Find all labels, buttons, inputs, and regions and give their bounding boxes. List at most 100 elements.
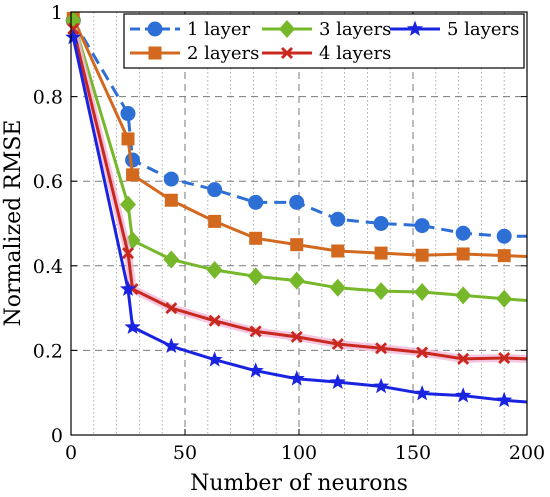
data-point bbox=[414, 218, 430, 234]
axis-ticks: 0 50 100 150 200 0 0.2 0.4 0.6 0.8 1 bbox=[33, 2, 545, 464]
data-point bbox=[249, 231, 263, 245]
x-marker-stroke bbox=[416, 346, 429, 359]
x-marker-stroke bbox=[290, 330, 303, 343]
data-point bbox=[248, 194, 264, 210]
data-point bbox=[124, 318, 141, 335]
legend-item-4-layers: 4 layers bbox=[262, 43, 391, 64]
legend-item-3-layers: 3 layers bbox=[262, 19, 391, 40]
legend-item-1-layer: 1 layer bbox=[130, 19, 250, 40]
legend-marker bbox=[406, 20, 424, 36]
data-point bbox=[164, 193, 178, 207]
data-point bbox=[247, 267, 264, 286]
grid bbox=[71, 12, 527, 435]
data-point bbox=[290, 330, 303, 343]
legend-box bbox=[123, 13, 525, 69]
legend-label: 2 layers bbox=[187, 43, 259, 64]
legend-label: 5 layers bbox=[447, 19, 519, 40]
series-layer bbox=[65, 11, 528, 408]
data-point bbox=[163, 250, 180, 269]
y-tick-label: 1 bbox=[51, 2, 63, 24]
series-5-layers bbox=[65, 28, 528, 408]
data-point bbox=[163, 171, 179, 187]
data-point bbox=[289, 194, 305, 210]
x-marker-stroke bbox=[498, 352, 511, 365]
legend-label: 1 layer bbox=[187, 19, 250, 40]
x-marker-stroke bbox=[457, 352, 470, 365]
x-tick-label: 0 bbox=[65, 442, 77, 464]
data-point bbox=[206, 351, 223, 367]
x-marker-stroke bbox=[165, 302, 178, 315]
data-point bbox=[496, 228, 512, 244]
data-point bbox=[331, 338, 344, 351]
legend-label: 4 layers bbox=[319, 43, 391, 64]
data-point bbox=[456, 247, 470, 261]
data-point bbox=[496, 289, 513, 308]
y-tick-label: 0.4 bbox=[33, 256, 63, 278]
y-tick-label: 0 bbox=[51, 425, 63, 447]
legend-marker bbox=[148, 46, 162, 60]
data-point bbox=[122, 247, 134, 260]
data-point bbox=[120, 106, 136, 122]
data-point bbox=[249, 325, 262, 338]
legend-marker bbox=[281, 47, 293, 59]
data-point bbox=[373, 216, 389, 231]
data-point bbox=[414, 385, 431, 401]
series-2-layers bbox=[66, 11, 528, 263]
data-point bbox=[288, 370, 305, 386]
data-point bbox=[165, 302, 178, 315]
data-point bbox=[119, 280, 137, 296]
data-point bbox=[65, 28, 82, 45]
legend-label: 3 layers bbox=[319, 19, 391, 40]
x-marker-stroke bbox=[208, 314, 221, 327]
legend-marker bbox=[279, 20, 295, 38]
y-tick-label: 0.6 bbox=[33, 171, 63, 193]
data-point bbox=[457, 352, 470, 365]
legend: 1 layer 2 layers 3 layers 4 layers 5 layers bbox=[123, 13, 525, 69]
y-axis-label: Normalized RMSE bbox=[1, 120, 26, 327]
x-marker-stroke bbox=[249, 325, 262, 338]
data-point bbox=[121, 132, 135, 146]
y-tick-label: 0.8 bbox=[33, 87, 63, 109]
data-point bbox=[496, 391, 513, 408]
data-point bbox=[455, 225, 471, 241]
x-marker-stroke bbox=[375, 342, 388, 355]
data-point bbox=[497, 249, 511, 263]
x-axis-label: Number of neurons bbox=[190, 471, 408, 496]
data-point bbox=[247, 362, 264, 378]
data-point bbox=[126, 168, 140, 182]
data-point bbox=[415, 248, 429, 262]
x-marker-stroke bbox=[122, 247, 134, 260]
data-point bbox=[455, 286, 472, 305]
data-point bbox=[375, 342, 388, 355]
x-tick-label: 100 bbox=[281, 442, 317, 464]
data-point bbox=[329, 278, 346, 297]
x-tick-label: 150 bbox=[395, 442, 431, 464]
x-tick-label: 50 bbox=[173, 442, 197, 464]
data-point bbox=[414, 283, 431, 302]
legend-item-2-layers: 2 layers bbox=[130, 43, 259, 64]
data-point bbox=[329, 373, 346, 389]
data-point bbox=[288, 271, 305, 290]
x-marker-stroke bbox=[281, 47, 293, 59]
data-point bbox=[120, 195, 136, 214]
data-point bbox=[373, 377, 390, 394]
data-point bbox=[416, 346, 429, 359]
x-marker-stroke bbox=[331, 338, 344, 351]
data-point bbox=[498, 352, 511, 365]
legend-item-5-layers: 5 layers bbox=[390, 19, 519, 40]
y-tick-label: 0.2 bbox=[33, 340, 63, 362]
x-tick-label: 200 bbox=[509, 442, 545, 464]
data-point bbox=[208, 314, 221, 327]
data-point bbox=[331, 244, 345, 258]
data-point bbox=[208, 214, 222, 228]
data-point bbox=[163, 337, 180, 354]
legend-marker bbox=[147, 21, 163, 37]
data-point bbox=[290, 238, 304, 252]
data-point bbox=[207, 182, 223, 198]
data-point bbox=[374, 246, 388, 260]
data-point bbox=[455, 387, 472, 403]
data-point bbox=[373, 282, 390, 301]
data-point bbox=[330, 211, 346, 227]
data-point bbox=[206, 261, 223, 280]
